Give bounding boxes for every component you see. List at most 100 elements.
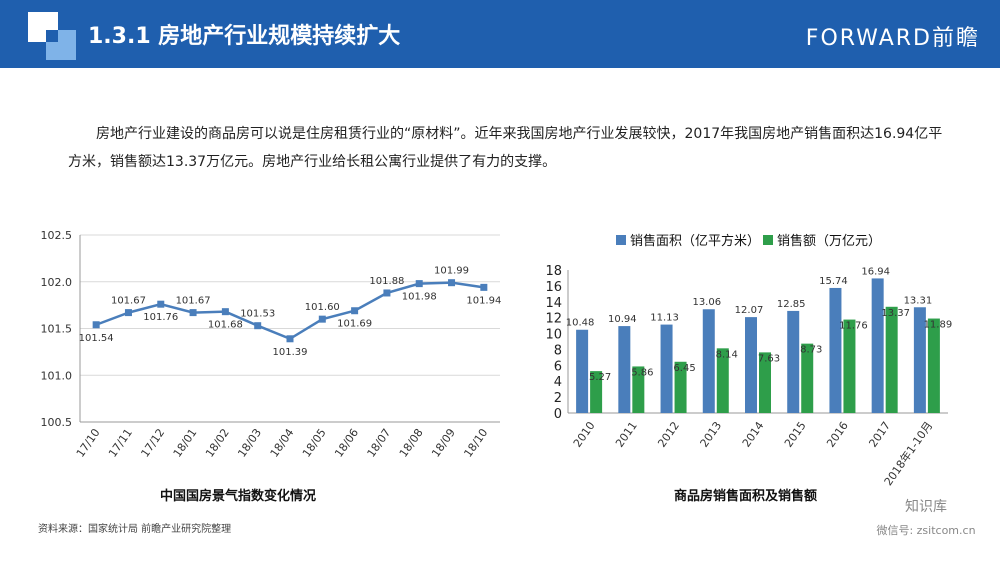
- bar-sales-label: 8.14: [716, 349, 738, 360]
- line-point: [351, 307, 359, 315]
- bar-area-label: 10.94: [608, 314, 637, 325]
- line-x-tick-label: 18/06: [332, 426, 361, 459]
- line-data-label: 101.69: [337, 319, 372, 330]
- line-y-tick-label: 100.5: [41, 416, 73, 429]
- bar-sales-label: 11.89: [924, 320, 953, 331]
- bar-x-tick-label: 2016: [824, 419, 851, 449]
- line-x-tick-label: 18/04: [268, 426, 297, 459]
- bar-area: [745, 317, 757, 413]
- legend-sales-label: 销售额（万亿元）: [777, 233, 881, 249]
- bar-sales-label: 8.73: [800, 345, 822, 356]
- line-y-tick-label: 102.5: [41, 229, 73, 242]
- bar-sales: [716, 348, 729, 413]
- line-data-label: 101.54: [79, 333, 114, 344]
- legend-sales-swatch: [763, 235, 773, 245]
- line-data-label: 101.88: [369, 276, 404, 287]
- bar-y-tick-label: 16: [545, 280, 562, 295]
- bar-sales: [632, 366, 645, 413]
- line-chart-title: 中国国房景气指数变化情况: [160, 489, 317, 504]
- bar-sales-label: 7.63: [758, 353, 780, 364]
- line-x-tick-label: 18/03: [235, 426, 264, 459]
- bar-sales: [590, 371, 603, 413]
- line-x-tick-label: 18/09: [429, 426, 458, 459]
- header-bar: 1.3.1 房地产行业规模持续扩大 FORWARD前瞻: [0, 0, 1000, 68]
- bar-sales: [759, 352, 771, 413]
- line-x-tick-label: 17/12: [138, 426, 167, 459]
- bar-area: [913, 307, 926, 413]
- bar-area-label: 13.06: [692, 297, 721, 308]
- line-x-tick-label: 18/05: [300, 426, 329, 459]
- line-point: [318, 315, 326, 323]
- line-y-tick-label: 101.5: [41, 323, 73, 336]
- line-y-tick-label: 102.0: [41, 276, 73, 289]
- line-data-label: 101.67: [176, 296, 211, 307]
- line-data-label: 101.53: [240, 309, 275, 320]
- line-point: [189, 309, 197, 317]
- bar-area: [576, 329, 589, 413]
- line-x-tick-label: 18/07: [365, 426, 394, 459]
- line-data-label: 101.76: [143, 312, 178, 323]
- wechat-watermark: 知识库 微信号: zsitcom.cn: [866, 496, 986, 538]
- bar-chart-title: 商品房销售面积及销售额: [674, 489, 818, 504]
- bar-y-tick-label: 18: [545, 264, 562, 279]
- line-data-label: 101.98: [402, 292, 437, 303]
- line-x-tick-label: 18/08: [397, 426, 426, 459]
- bar-sales-label: 11.76: [839, 321, 868, 332]
- line-data-label: 101.94: [466, 295, 501, 306]
- line-x-tick-label: 17/10: [74, 426, 103, 459]
- bar-area-label: 12.07: [735, 305, 764, 316]
- bar-y-tick-label: 0: [554, 407, 562, 422]
- bar-x-tick-label: 2012: [655, 419, 682, 449]
- bar-area-label: 16.94: [861, 266, 890, 277]
- bar-area: [871, 278, 884, 413]
- line-point: [157, 300, 165, 308]
- source-note: 资料来源：国家统计局 前瞻产业研究院整理: [38, 524, 232, 535]
- legend-area-swatch: [616, 235, 626, 245]
- bar-area: [829, 287, 842, 413]
- bar-sales-label: 5.86: [631, 367, 653, 378]
- line-point: [221, 308, 229, 316]
- bar-x-tick-label: 2015: [782, 419, 809, 449]
- line-point: [254, 322, 262, 330]
- bar-y-tick-label: 6: [554, 359, 562, 374]
- line-point: [383, 289, 391, 297]
- line-data-label: 101.60: [305, 302, 340, 313]
- page-title: 1.3.1 房地产行业规模持续扩大: [88, 24, 401, 49]
- bar-y-tick-label: 4: [554, 375, 562, 390]
- line-x-tick-label: 18/10: [461, 426, 490, 459]
- bar-y-tick-label: 2: [554, 391, 562, 406]
- bar-sales-label: 6.45: [673, 363, 695, 374]
- line-point: [92, 321, 100, 329]
- bar-x-tick-label: 2011: [613, 419, 640, 449]
- bar-area-label: 13.31: [904, 295, 933, 306]
- bar-y-tick-label: 8: [554, 343, 562, 358]
- bar-area-label: 12.85: [777, 299, 806, 310]
- wechat-name: 知识库: [905, 499, 947, 515]
- bar-y-tick-label: 12: [545, 312, 562, 327]
- line-data-label: 101.68: [208, 320, 243, 331]
- intro-paragraph: 房地产行业建设的商品房可以说是住房租赁行业的“原材料”。近年来我国房地产行业发展…: [68, 126, 943, 170]
- bar-area: [618, 326, 631, 413]
- bar-y-tick-label: 10: [545, 328, 562, 343]
- line-y-tick-label: 101.0: [41, 369, 73, 382]
- logo-squares-icon: [28, 12, 76, 60]
- bar-y-tick-label: 14: [545, 296, 562, 311]
- bar-area: [660, 324, 673, 413]
- bar-sales-label: 13.37: [881, 308, 910, 319]
- line-x-tick-label: 18/02: [203, 426, 232, 459]
- bar-x-tick-label: 2014: [740, 419, 767, 449]
- line-data-label: 101.67: [111, 296, 146, 307]
- bar-sales: [843, 319, 856, 413]
- line-x-tick-label: 18/01: [171, 426, 200, 459]
- bar-area: [702, 309, 715, 413]
- line-data-label: 101.39: [273, 347, 308, 358]
- bar-sales: [927, 318, 940, 413]
- bar-sales: [801, 343, 814, 413]
- line-point: [480, 283, 488, 291]
- wechat-id: 微信号: zsitcom.cn: [876, 524, 976, 537]
- line-x-tick-label: 17/11: [106, 426, 135, 459]
- bar-area-label: 15.74: [819, 276, 848, 287]
- bar-area-label: 11.13: [650, 313, 679, 324]
- line-point: [415, 280, 423, 288]
